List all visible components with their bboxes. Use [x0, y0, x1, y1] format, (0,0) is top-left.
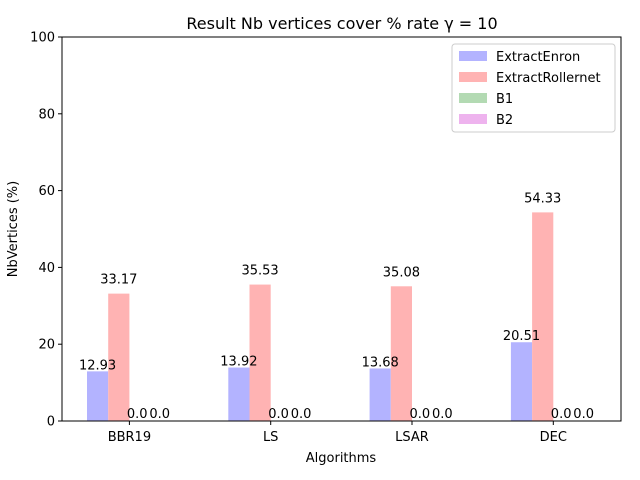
plot-frame	[61, 36, 622, 422]
y-tick-label: 100	[30, 31, 55, 46]
bar	[249, 284, 271, 421]
data-label: 0.0	[268, 407, 289, 422]
data-label: 0.0	[127, 407, 148, 422]
y-tick-label: 40	[38, 261, 55, 276]
y-axis-label: NbVertices (%)	[6, 181, 21, 277]
bar	[108, 293, 130, 421]
data-label: 13.68	[362, 355, 399, 370]
legend: ExtractEnron ExtractRollernet B1 B2	[451, 43, 616, 133]
bar	[510, 342, 533, 421]
data-label: 13.92	[220, 355, 257, 370]
data-label: 35.53	[241, 264, 278, 279]
legend-label: ExtractEnron	[496, 50, 580, 65]
data-label: 12.93	[79, 358, 116, 373]
legend-label: B2	[496, 113, 513, 128]
bar	[87, 371, 109, 421]
data-label: 0.0	[551, 407, 572, 422]
x-tick-label: LSAR	[395, 430, 429, 445]
bar	[390, 286, 412, 421]
x-axis-label: Algorithms	[306, 451, 377, 466]
legend-frame	[451, 43, 616, 133]
x-tick-label: BBR19	[108, 430, 151, 445]
bar	[369, 368, 391, 421]
data-label: 0.0	[432, 407, 453, 422]
data-label: 0.0	[291, 407, 312, 422]
x-tick-label: LS	[263, 430, 279, 445]
legend-swatch	[459, 72, 487, 82]
data-label: 54.33	[524, 191, 561, 206]
bar	[228, 367, 250, 421]
data-label: 20.51	[503, 329, 540, 344]
data-label: 0.0	[410, 407, 431, 422]
data-label: 0.0	[573, 407, 594, 422]
legend-swatch	[459, 51, 487, 61]
legend-swatch	[459, 93, 487, 103]
data-label: 0.0	[149, 407, 170, 422]
data-label: 33.17	[100, 273, 137, 288]
y-tick-label: 20	[38, 338, 55, 353]
legend-label: B1	[496, 92, 513, 107]
data-label: 35.08	[383, 265, 420, 280]
y-tick-label: 0	[47, 415, 55, 430]
x-tick-label: DEC	[540, 430, 567, 445]
y-tick-label: 80	[38, 107, 55, 122]
y-tick-label: 60	[38, 184, 55, 199]
bar	[532, 212, 554, 421]
legend-label: ExtractRollernet	[496, 71, 601, 86]
legend-swatch	[459, 114, 487, 124]
chart-title: Result Nb vertices cover % rate γ = 10	[186, 14, 497, 33]
